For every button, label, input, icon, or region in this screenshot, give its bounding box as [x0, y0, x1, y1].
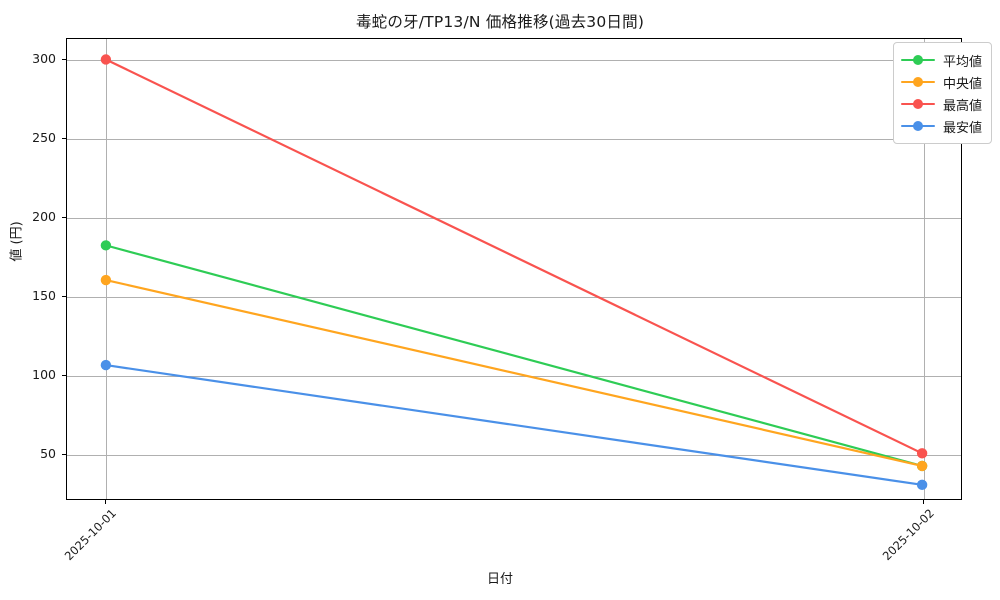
gridline-vertical	[924, 39, 926, 499]
y-axis-tick-label: 150	[32, 287, 56, 303]
data-point-marker	[100, 54, 112, 65]
legend-item-平均値[interactable]: 平均値	[900, 49, 982, 71]
legend-swatch-icon	[900, 75, 935, 89]
x-axis-tick-mark	[104, 500, 106, 504]
legend-item-label: 中央値	[942, 76, 982, 92]
legend-swatch-icon	[900, 119, 935, 133]
x-axis-tick-label: 2025-10-01	[61, 506, 119, 564]
y-axis-tick-label: 200	[32, 208, 56, 224]
y-axis-tick-label: 100	[32, 367, 56, 382]
y-axis-tick-mark	[62, 58, 66, 60]
y-axis-tick-mark	[62, 216, 66, 218]
series-最高値	[100, 54, 928, 459]
chart-title: 毒蛇の牙/TP13/N 価格推移(過去30日間)	[355, 13, 645, 31]
legend-swatch-icon	[900, 97, 935, 111]
series-line	[104, 278, 924, 468]
chart-legend: 平均値中央値最高値最安値	[892, 42, 992, 144]
data-point-marker	[916, 479, 928, 490]
gridline-horizontal	[67, 217, 961, 219]
series-最安値	[100, 359, 928, 490]
legend-item-中央値[interactable]: 中央値	[900, 71, 982, 93]
data-point-marker	[100, 359, 112, 371]
y-axis-tick-mark	[62, 454, 66, 456]
y-axis-tick-mark	[62, 137, 66, 139]
data-point-marker	[100, 274, 112, 286]
y-axis-tick-mark	[62, 295, 66, 297]
x-axis-title: 日付	[486, 572, 513, 587]
gridline-vertical	[105, 39, 107, 499]
series-layer	[100, 54, 928, 490]
series-平均値	[100, 240, 928, 472]
y-axis-tick-label: 50	[40, 446, 56, 462]
y-axis-tick-mark	[62, 375, 66, 376]
gridline-horizontal	[67, 296, 961, 298]
plot-inner	[67, 39, 961, 499]
data-point-marker	[916, 460, 928, 472]
plot-area	[66, 38, 962, 500]
gridline-horizontal	[67, 59, 961, 61]
gridline-horizontal	[67, 376, 961, 377]
series-line	[104, 244, 924, 468]
series-line	[104, 58, 924, 455]
x-axis-tick-mark	[923, 500, 925, 504]
x-axis-tick-label: 2025-10-02	[879, 506, 937, 564]
y-axis-title: 値 (円)	[9, 221, 25, 262]
y-axis-tick-label: 250	[32, 129, 56, 145]
legend-swatch-icon	[900, 53, 935, 67]
legend-item-最高値[interactable]: 最高値	[900, 93, 982, 115]
y-axis-tick-label: 300	[32, 50, 56, 66]
series-中央値	[100, 274, 928, 472]
series-line	[104, 364, 924, 486]
gridline-horizontal	[67, 138, 961, 140]
legend-item-label: 最高値	[942, 98, 982, 114]
gridline-horizontal	[67, 455, 961, 457]
data-point-marker	[100, 240, 112, 251]
legend-item-最安値[interactable]: 最安値	[900, 115, 982, 137]
legend-item-label: 平均値	[942, 54, 982, 70]
data-point-marker	[916, 448, 928, 459]
legend-item-label: 最安値	[942, 120, 982, 136]
